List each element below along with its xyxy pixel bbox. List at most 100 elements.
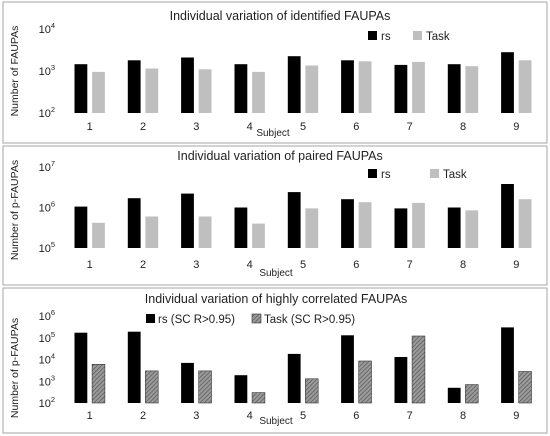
bar-rs-subject-3 bbox=[181, 193, 194, 248]
legend-swatch-rs bbox=[146, 314, 155, 323]
legend-swatch-task bbox=[413, 31, 422, 40]
bar-task-subject-7 bbox=[412, 202, 425, 248]
x-tick-label: 9 bbox=[513, 410, 519, 422]
x-tick-label: 8 bbox=[460, 121, 466, 133]
y-tick-label: 106 bbox=[39, 308, 55, 323]
legend-label-task: Task bbox=[426, 31, 450, 43]
bar-rs-subject-8 bbox=[447, 207, 461, 248]
bar-task-subject-8 bbox=[465, 210, 479, 248]
legend-label-rs: rs (SC R>0.95) bbox=[158, 314, 235, 326]
x-tick-label: 5 bbox=[300, 259, 306, 271]
x-tick-label: 2 bbox=[140, 121, 146, 133]
y-tick-label: 104 bbox=[39, 21, 55, 36]
bar-rs-subject-6 bbox=[341, 335, 354, 403]
bar-rs-subject-3 bbox=[181, 57, 194, 113]
y-tick-label: 103 bbox=[39, 373, 55, 388]
bar-rs-subject-5 bbox=[287, 353, 301, 403]
x-tick-label: 2 bbox=[140, 259, 146, 271]
x-axis-label: Subject bbox=[256, 128, 290, 139]
y-ticks: 102 103 104 bbox=[39, 21, 55, 120]
y-axis-label: Number of FAUPAs bbox=[9, 26, 21, 117]
x-tick-label: 6 bbox=[353, 121, 359, 133]
x-tick-label: 3 bbox=[193, 121, 199, 133]
legend: rs (SC R>0.95) Task (SC R>0.95) bbox=[146, 313, 355, 326]
bar-task-subject-5 bbox=[305, 65, 319, 113]
bar-rs-subject-4 bbox=[234, 375, 248, 403]
legend-swatch-rs bbox=[368, 169, 377, 178]
bar-task-subject-9 bbox=[518, 60, 532, 113]
bar-task-subject-2 bbox=[145, 216, 159, 248]
x-tick-label: 5 bbox=[300, 410, 306, 422]
bar-rs-subject-9 bbox=[501, 327, 514, 403]
legend-label-rs: rs bbox=[381, 31, 391, 43]
bar-task-subject-4 bbox=[251, 392, 266, 404]
bar-task-subject-1 bbox=[92, 222, 105, 248]
bar-rs-subject-2 bbox=[127, 198, 141, 248]
bar-task-subject-3 bbox=[198, 69, 212, 113]
bar-task-subject-1 bbox=[92, 71, 105, 113]
legend: rs Task bbox=[368, 31, 450, 43]
x-tick-label: 8 bbox=[460, 259, 466, 271]
bar-task-subject-4 bbox=[252, 223, 265, 248]
bar-task-subject-6 bbox=[358, 360, 372, 404]
bar-rs-subject-3 bbox=[181, 362, 194, 403]
bar-task-subject-4 bbox=[252, 71, 265, 113]
bar-rs-subject-6 bbox=[341, 199, 354, 248]
y-tick-label: 103 bbox=[39, 63, 55, 78]
x-tick-label: 7 bbox=[407, 259, 413, 271]
chart-panel-highly-correlated: Individual variation of highly correlate… bbox=[2, 287, 548, 434]
bar-task-subject-3 bbox=[198, 370, 212, 404]
y-tick-label: 106 bbox=[39, 200, 55, 215]
bar-rs-subject-7 bbox=[394, 208, 408, 248]
chart-title: Individual variation of paired FAUPAs bbox=[177, 149, 382, 163]
x-tick-label: 8 bbox=[460, 410, 466, 422]
bar-task-subject-2 bbox=[145, 68, 159, 113]
x-tick-label: 7 bbox=[407, 410, 413, 422]
x-tick-label: 4 bbox=[247, 121, 253, 133]
y-tick-label: 107 bbox=[39, 159, 55, 174]
x-tick-label: 1 bbox=[87, 121, 93, 133]
y-tick-label: 102 bbox=[39, 395, 55, 410]
x-tick-label: 4 bbox=[247, 259, 253, 271]
bar-rs-subject-8 bbox=[447, 387, 461, 403]
x-axis-label: Subject bbox=[259, 268, 293, 279]
bar-rs-subject-5 bbox=[287, 192, 301, 248]
bar-task-subject-8 bbox=[465, 66, 479, 113]
bar-rs-subject-5 bbox=[287, 56, 301, 113]
y-axis-label: Number of p-FAUPAs bbox=[9, 318, 21, 418]
x-tick-label: 3 bbox=[193, 410, 199, 422]
bar-rs-subject-9 bbox=[501, 52, 514, 113]
y-tick-label: 105 bbox=[39, 240, 55, 255]
bar-task-subject-7 bbox=[412, 61, 425, 113]
bar-rs-subject-4 bbox=[234, 64, 248, 113]
bar-task-subject-7 bbox=[411, 335, 426, 404]
bar-rs-subject-8 bbox=[447, 64, 461, 113]
bar-task-subject-5 bbox=[305, 378, 319, 404]
bar-task-subject-1 bbox=[91, 363, 106, 404]
legend: rs Task bbox=[368, 169, 467, 181]
bar-task-subject-8 bbox=[465, 384, 479, 404]
x-tick-label: 4 bbox=[247, 410, 253, 422]
legend-swatch-task bbox=[251, 313, 262, 324]
x-ticks: 1 2 3 4 5 6 7 8 9 bbox=[87, 121, 520, 133]
y-tick-label: 104 bbox=[39, 352, 55, 367]
bar-task-subject-5 bbox=[305, 208, 319, 248]
chart-title: Individual variation of identified FAUPA… bbox=[170, 9, 391, 23]
bar-rs-subject-1 bbox=[74, 206, 88, 248]
x-tick-label: 2 bbox=[140, 410, 146, 422]
bars bbox=[74, 52, 532, 113]
bar-rs-subject-4 bbox=[234, 207, 248, 248]
x-tick-label: 6 bbox=[353, 259, 359, 271]
x-tick-label: 9 bbox=[513, 121, 519, 133]
x-tick-label: 3 bbox=[193, 259, 199, 271]
x-tick-label: 1 bbox=[87, 259, 93, 271]
x-tick-label: 5 bbox=[300, 121, 306, 133]
y-axis-label: Number of p-FAUPAs bbox=[9, 160, 21, 260]
legend-label-rs: rs bbox=[381, 169, 391, 181]
x-tick-label: 9 bbox=[513, 259, 519, 271]
legend-label-task: Task (SC R>0.95) bbox=[264, 314, 355, 326]
bar-rs-subject-2 bbox=[127, 60, 141, 113]
y-tick-label: 102 bbox=[39, 105, 55, 120]
legend-label-task: Task bbox=[443, 169, 467, 181]
